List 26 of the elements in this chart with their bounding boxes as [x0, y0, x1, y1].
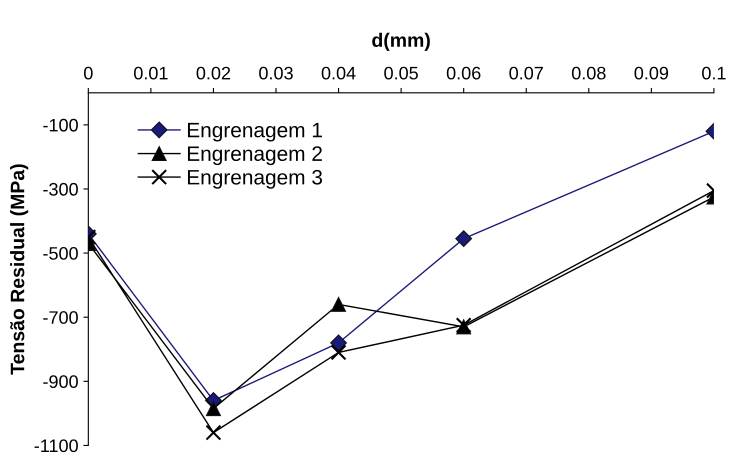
x-tick-label: 0: [84, 66, 93, 80]
point: [330, 344, 347, 360]
y-tick-label: -1100: [34, 439, 78, 452]
x-tick-label: 0.01: [134, 66, 168, 80]
y-tick-label: -500: [43, 247, 78, 260]
x-tick-label: 0.03: [259, 66, 293, 80]
y-axis-title: Tensão Residual (MPa): [10, 164, 28, 375]
legend-label: Engrenagem 3: [188, 170, 322, 189]
point: [331, 296, 346, 312]
x-tick-label: 0.07: [509, 66, 543, 80]
legend-label: Engrenagem 2: [188, 146, 322, 166]
y-tick-label: -700: [43, 311, 78, 324]
y-tick-label: -100: [43, 118, 78, 132]
legend-label: Engrenagem 1: [188, 122, 322, 142]
x-tick-label: 0.06: [446, 66, 480, 80]
x-axis-title: d(mm): [372, 32, 430, 51]
point: [330, 334, 347, 352]
x-tick-label: 0.04: [322, 66, 356, 80]
point: [455, 230, 472, 248]
x-tick-label: 0.05: [384, 66, 418, 80]
x-tick-label: 0.1: [702, 66, 726, 80]
y-tick-label: -300: [43, 182, 78, 196]
x-tick-label: 0.08: [572, 66, 606, 80]
y-tick-label: -900: [43, 375, 78, 388]
x-tick-label: 0.02: [196, 66, 230, 80]
x-tick-label: 0.09: [634, 66, 668, 80]
